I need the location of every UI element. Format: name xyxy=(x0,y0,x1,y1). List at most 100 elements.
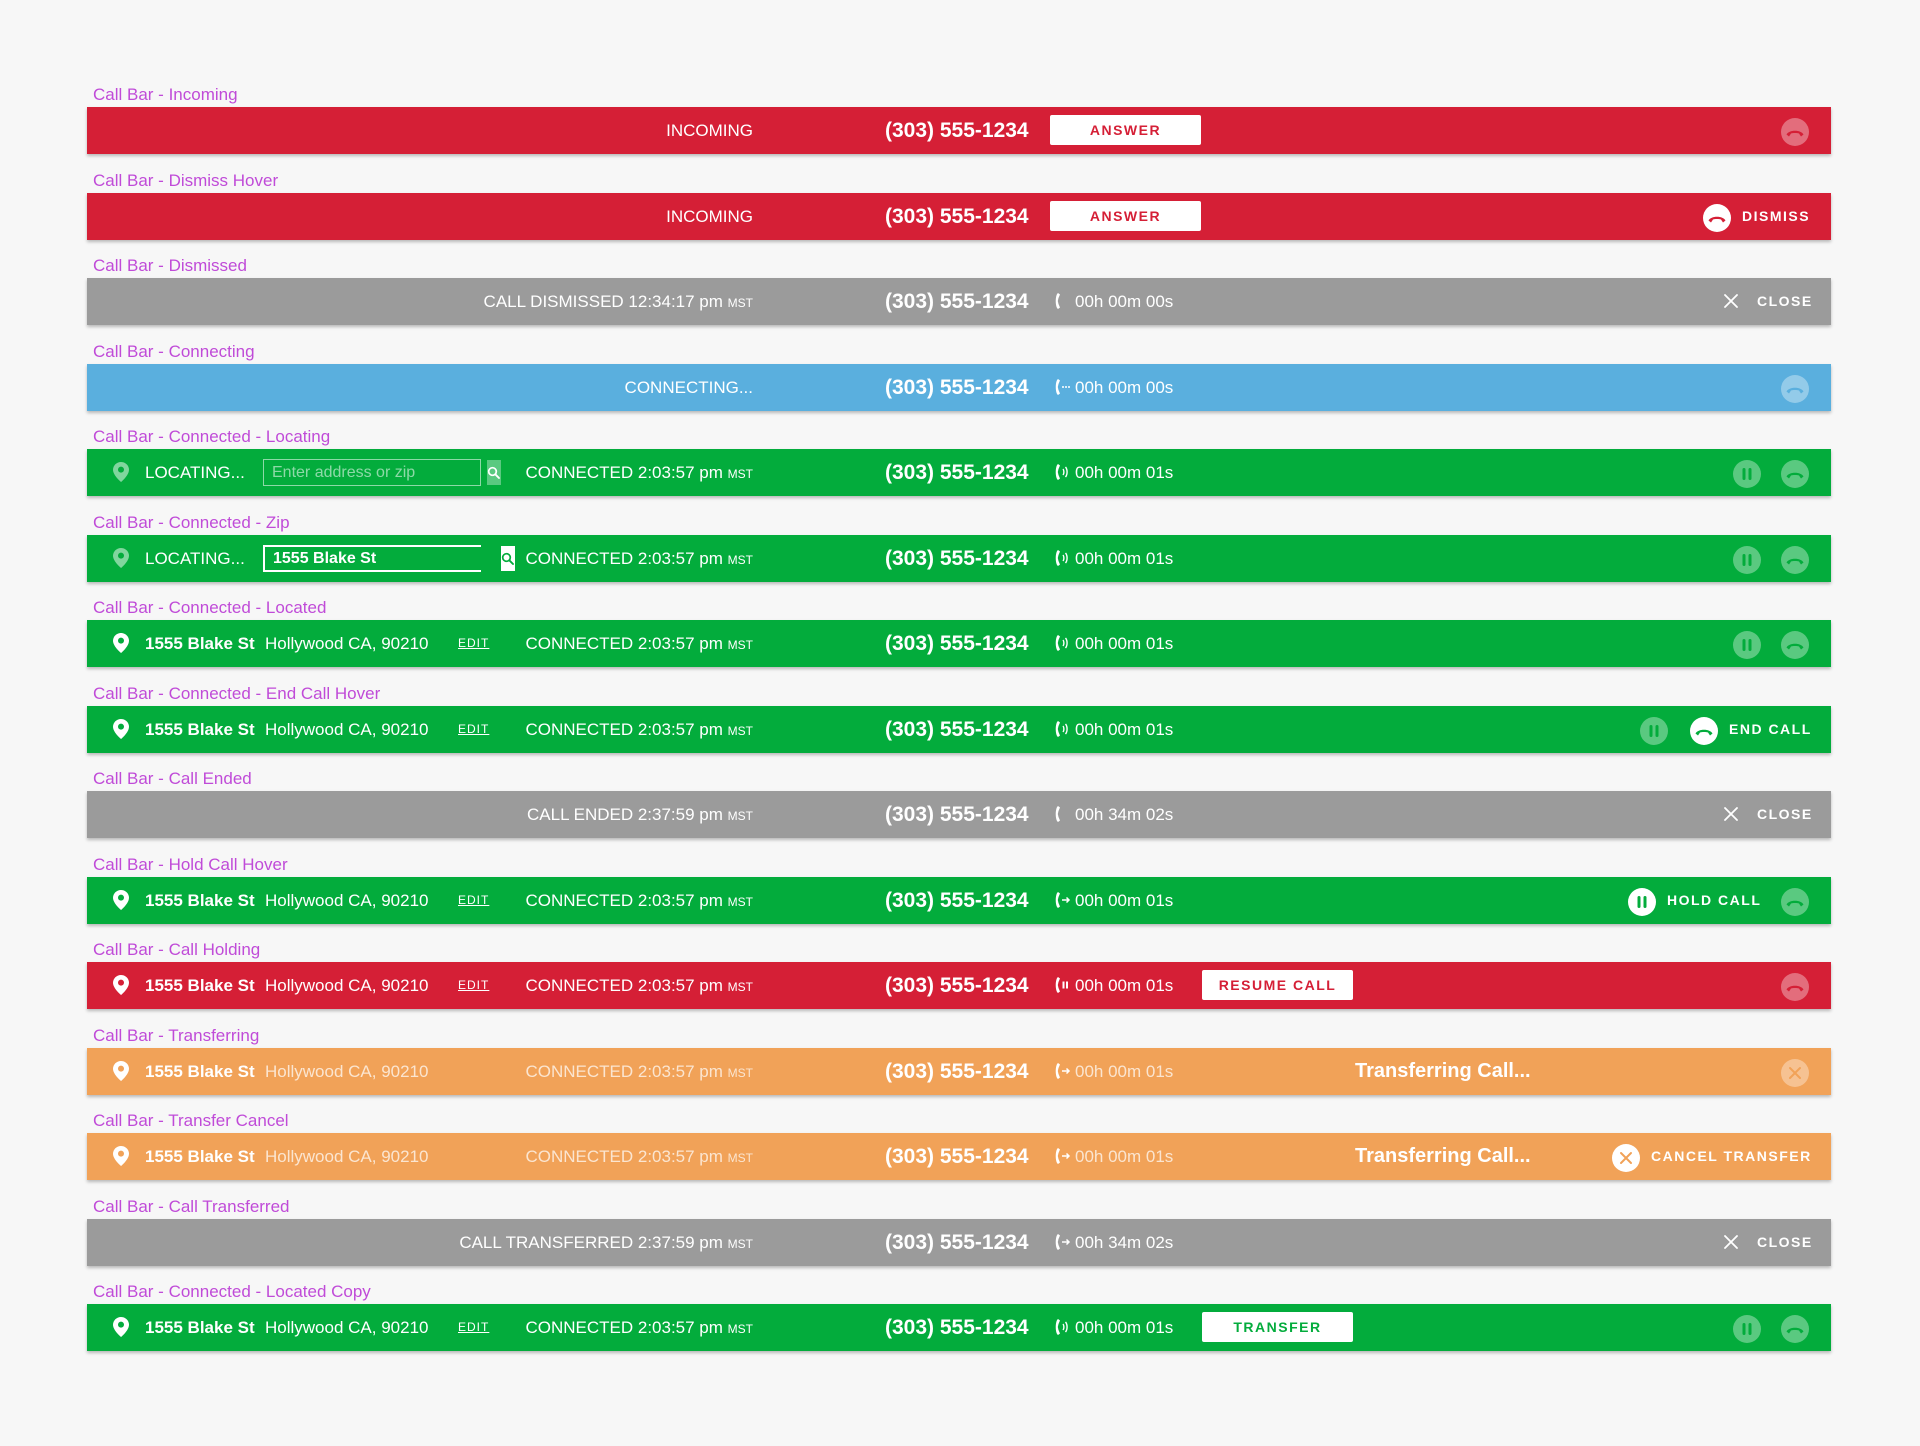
answer-button[interactable]: ANSWER xyxy=(1050,115,1201,145)
transfer-button[interactable]: TRANSFER xyxy=(1202,1312,1353,1342)
call-bar: CALL TRANSFERRED 2:37:59 pm MST (303) 55… xyxy=(87,1219,1831,1266)
edit-location-link[interactable]: EDIT xyxy=(458,978,490,992)
call-bar: 1555 Blake St Hollywood CA, 90210 EDIT C… xyxy=(87,620,1831,667)
call-timer: 00h 00m 01s xyxy=(1075,549,1174,568)
cancel-transfer-icon[interactable] xyxy=(1781,1059,1809,1087)
call-status: CONNECTED 2:03:57 pm MST xyxy=(525,976,753,995)
location-pin-icon xyxy=(113,633,129,653)
handset-wave-icon xyxy=(1053,1317,1071,1337)
pause-icon[interactable] xyxy=(1733,631,1761,659)
call-timer: 00h 34m 02s xyxy=(1075,805,1174,824)
handset-icon xyxy=(1053,804,1071,824)
call-bar: 1555 Blake St Hollywood CA, 90210 CONNEC… xyxy=(87,1133,1831,1180)
address-search xyxy=(263,459,501,486)
call-timer: 00h 00m 01s xyxy=(1075,1062,1174,1081)
handset-arrow-icon xyxy=(1053,890,1071,910)
pause-icon[interactable] xyxy=(1733,460,1761,488)
bar-caption: Call Bar - Call Transferred xyxy=(93,1197,290,1216)
call-bar: 1555 Blake St Hollywood CA, 90210 EDIT C… xyxy=(87,1304,1831,1351)
call-status: CONNECTED 2:03:57 pm MST xyxy=(525,549,753,568)
call-status: CONNECTED 2:03:57 pm MST xyxy=(525,634,753,653)
hangup-icon[interactable] xyxy=(1781,546,1809,574)
location-city: Hollywood CA, 90210 xyxy=(265,720,429,739)
location-pin-icon xyxy=(113,462,129,482)
phone-number: (303) 555-1234 xyxy=(885,803,1029,826)
close-icon[interactable] xyxy=(1724,807,1738,821)
hangup-icon[interactable] xyxy=(1690,717,1718,745)
handset-pause-icon xyxy=(1053,975,1071,995)
phone-number: (303) 555-1234 xyxy=(885,1316,1029,1339)
hangup-icon[interactable] xyxy=(1781,118,1809,146)
bar-caption: Call Bar - Dismiss Hover xyxy=(93,171,279,190)
hangup-icon[interactable] xyxy=(1781,631,1809,659)
location-city: Hollywood CA, 90210 xyxy=(265,1062,429,1081)
edit-location-link[interactable]: EDIT xyxy=(458,636,490,650)
call-bar: INCOMING (303) 555-1234 ANSWER xyxy=(87,107,1831,154)
location-street: 1555 Blake St xyxy=(145,1318,255,1337)
handset-icon xyxy=(1053,291,1071,311)
bar-caption: Call Bar - Connected - Located xyxy=(93,598,327,617)
edit-location-link[interactable]: EDIT xyxy=(458,893,490,907)
cancel-transfer-button[interactable]: CANCEL TRANSFER xyxy=(1651,1148,1812,1164)
call-status: CONNECTED 2:03:57 pm MST xyxy=(525,720,753,739)
call-timer: 00h 00m 01s xyxy=(1075,720,1174,739)
hangup-icon[interactable] xyxy=(1703,204,1731,232)
hold-call-button[interactable]: HOLD CALL xyxy=(1667,892,1762,908)
call-status: CONNECTED 2:03:57 pm MST xyxy=(525,891,753,910)
call-status: INCOMING xyxy=(666,207,753,226)
pause-icon[interactable] xyxy=(1733,1315,1761,1343)
dismiss-button[interactable]: DISMISS xyxy=(1742,208,1811,224)
hangup-icon[interactable] xyxy=(1781,460,1809,488)
phone-number: (303) 555-1234 xyxy=(885,290,1029,313)
phone-number: (303) 555-1234 xyxy=(885,632,1029,655)
location-street: 1555 Blake St xyxy=(145,1062,255,1081)
phone-number: (303) 555-1234 xyxy=(885,1231,1029,1254)
search-icon[interactable] xyxy=(487,460,501,485)
pause-icon[interactable] xyxy=(1628,888,1656,916)
call-bar: CONNECTING... (303) 555-1234 00h 00m 00s xyxy=(87,364,1831,411)
bar-caption: Call Bar - Call Ended xyxy=(93,769,252,788)
close-button[interactable]: CLOSE xyxy=(1757,1234,1813,1250)
bar-caption: Call Bar - Connected - End Call Hover xyxy=(93,684,381,703)
close-icon[interactable] xyxy=(1724,1235,1738,1249)
call-bar: CALL ENDED 2:37:59 pm MST (303) 555-1234… xyxy=(87,791,1831,838)
bar-caption: Call Bar - Transferring xyxy=(93,1026,260,1045)
phone-number: (303) 555-1234 xyxy=(885,889,1029,912)
call-status: CONNECTING... xyxy=(624,378,753,397)
resume-call-button[interactable]: RESUME CALL xyxy=(1202,970,1353,1000)
hangup-icon[interactable] xyxy=(1781,973,1809,1001)
phone-number: (303) 555-1234 xyxy=(885,1145,1029,1168)
edit-location-link[interactable]: EDIT xyxy=(458,722,490,736)
handset-arrow-icon xyxy=(1053,1061,1071,1081)
call-timer: 00h 00m 01s xyxy=(1075,891,1174,910)
search-icon[interactable] xyxy=(501,546,515,571)
call-status: CONNECTED 2:03:57 pm MST xyxy=(525,1062,753,1081)
edit-location-link[interactable]: EDIT xyxy=(458,1320,490,1334)
pause-icon[interactable] xyxy=(1640,717,1668,745)
hangup-icon[interactable] xyxy=(1781,1315,1809,1343)
bar-caption: Call Bar - Incoming xyxy=(93,85,238,104)
address-input[interactable] xyxy=(265,547,500,570)
handset-arrow-icon xyxy=(1053,1232,1071,1252)
location-city: Hollywood CA, 90210 xyxy=(265,891,429,910)
cancel-transfer-icon[interactable] xyxy=(1612,1144,1640,1172)
hangup-icon[interactable] xyxy=(1781,888,1809,916)
locating-text: LOCATING... xyxy=(145,463,245,482)
call-status: INCOMING xyxy=(666,121,753,140)
pause-icon[interactable] xyxy=(1733,546,1761,574)
address-input[interactable] xyxy=(264,460,487,485)
phone-number: (303) 555-1234 xyxy=(885,974,1029,997)
end-call-button[interactable]: END CALL xyxy=(1729,721,1812,737)
hangup-icon[interactable] xyxy=(1781,375,1809,403)
answer-button[interactable]: ANSWER xyxy=(1050,201,1201,231)
call-bar: 1555 Blake St Hollywood CA, 90210 CONNEC… xyxy=(87,1048,1831,1095)
call-timer: 00h 34m 02s xyxy=(1075,1233,1174,1252)
close-icon[interactable] xyxy=(1724,294,1738,308)
location-city: Hollywood CA, 90210 xyxy=(265,1318,429,1337)
call-status: CONNECTED 2:03:57 pm MST xyxy=(525,463,753,482)
handset-wave-icon xyxy=(1053,548,1071,568)
close-button[interactable]: CLOSE xyxy=(1757,293,1813,309)
bar-caption: Call Bar - Connecting xyxy=(93,342,255,361)
call-bar: 1555 Blake St Hollywood CA, 90210 EDIT C… xyxy=(87,877,1831,924)
close-button[interactable]: CLOSE xyxy=(1757,806,1813,822)
